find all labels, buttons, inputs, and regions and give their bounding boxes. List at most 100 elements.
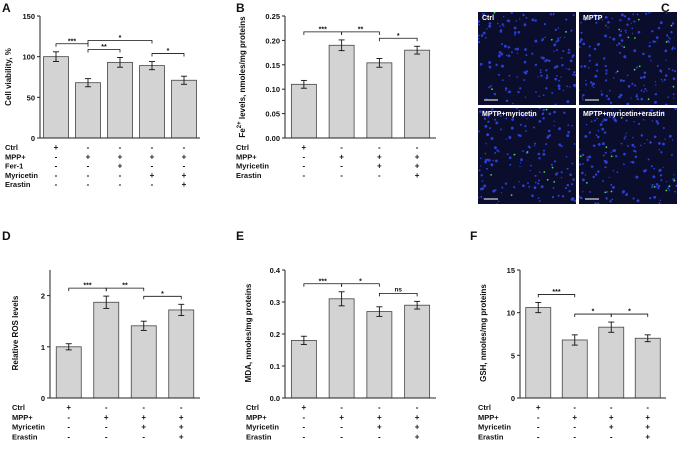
nucleus-dot: [513, 26, 517, 30]
nucleus-dot: [592, 82, 595, 86]
treatment-mark: -: [340, 423, 343, 432]
nucleus-dot: [496, 149, 499, 152]
nucleus-dot: [504, 87, 508, 90]
nucleus-dot: [553, 50, 555, 52]
nucleus-dot: [555, 40, 558, 43]
nucleus-dot: [505, 138, 508, 140]
nucleus-dot: [630, 22, 633, 24]
nucleus-dot: [607, 26, 609, 29]
y-tick-label: 0: [511, 394, 515, 403]
nucleus-dot: [481, 187, 485, 191]
treatment-mark: -: [378, 403, 381, 412]
significance-bracket: [378, 37, 418, 42]
nucleus-dot: [587, 66, 590, 69]
treatment-label: Myricetin: [246, 423, 279, 432]
nucleus-dot: [567, 124, 570, 127]
significance-bracket: [610, 313, 649, 318]
y-tick-label: 5: [511, 351, 515, 360]
nucleus-dot: [656, 64, 659, 67]
treatment-mark: +: [302, 143, 307, 152]
treatment-label: Fer-1: [5, 162, 23, 171]
nucleus-dot: [588, 55, 591, 57]
nucleus-dot: [566, 85, 568, 88]
nucleus-dot: [573, 71, 576, 74]
nucleus-dot: [526, 118, 528, 120]
treatment-mark: -: [55, 162, 58, 171]
bar: [404, 49, 431, 139]
treatment-mark: -: [151, 143, 154, 152]
nucleus-dot: [668, 134, 672, 138]
treatment-mark: +: [150, 171, 155, 180]
nucleus-dot: [592, 175, 595, 179]
nucleus-dot: [636, 98, 639, 101]
nucleus-dot: [478, 40, 481, 44]
nucleus-dot: [627, 85, 631, 88]
treatment-label: MPP+: [478, 413, 499, 422]
nucleus-dot: [492, 159, 494, 162]
treatment-mark: +: [141, 423, 146, 432]
nucleus-dot: [631, 27, 634, 30]
nucleus-dot: [564, 187, 567, 190]
nucleus-dot: [672, 46, 674, 48]
treatment-mark: -: [340, 162, 343, 171]
nucleus-dot: [645, 12, 648, 15]
nucleus-dot: [604, 79, 608, 82]
nucleus-dot: [590, 165, 594, 168]
y-tick-label: 15: [507, 266, 515, 275]
significance-label: *: [397, 33, 400, 40]
nucleus-dot: [633, 49, 637, 53]
significance-bracket: [151, 53, 185, 57]
nucleus-dot: [538, 171, 541, 173]
nucleus-dot: [552, 12, 555, 15]
nucleus-dot: [604, 118, 608, 122]
nucleus-dot: [664, 138, 666, 140]
nucleus-dot: [652, 40, 655, 43]
nucleus-dot: [534, 142, 537, 145]
nucleus-dot: [480, 174, 483, 177]
nucleus-dot: [625, 132, 627, 134]
nucleus-dot: [635, 175, 639, 179]
nucleus-dot: [660, 71, 663, 73]
nucleus-dot: [648, 55, 651, 58]
nucleus-dot: [655, 36, 659, 39]
nucleus-dot: [558, 79, 560, 82]
bar: [328, 298, 355, 399]
signal-dot: [672, 85, 675, 88]
nucleus-dot: [478, 34, 480, 37]
nucleus-dot: [553, 120, 555, 122]
treatment-mark: -: [573, 423, 576, 432]
nucleus-dot: [600, 93, 604, 96]
treatment-mark: -: [340, 403, 343, 412]
nucleus-dot: [513, 31, 517, 34]
nucleus-dot: [550, 163, 553, 166]
nucleus-dot: [595, 21, 598, 24]
nucleus-dot: [553, 43, 557, 47]
bar: [328, 44, 355, 139]
panel-letter: E: [236, 229, 244, 243]
nucleus-dot: [605, 94, 608, 98]
y-label-superscript: 2+: [237, 121, 243, 128]
nucleus-dot: [632, 197, 635, 200]
nucleus-dot: [505, 89, 507, 92]
nucleus-dot: [516, 52, 519, 54]
treatment-mark: +: [179, 413, 184, 422]
nucleus-dot: [581, 153, 585, 157]
nucleus-dot: [580, 31, 583, 34]
nucleus-dot: [546, 74, 549, 77]
treatment-mark: -: [537, 413, 540, 422]
nucleus-dot: [618, 95, 621, 99]
nucleus-dot: [528, 146, 531, 149]
nucleus-dot: [597, 202, 600, 204]
nucleus-dot: [579, 40, 582, 44]
nucleus-dot: [555, 65, 559, 68]
nucleus-dot: [500, 52, 504, 56]
nucleus-dot: [544, 36, 546, 39]
treatment-mark: -: [105, 403, 108, 412]
nucleus-dot: [632, 136, 634, 139]
treatment-label: Erastin: [478, 432, 504, 441]
nucleus-dot: [620, 30, 623, 33]
signal-dot: [638, 65, 641, 68]
nucleus-dot: [483, 117, 487, 120]
nucleus-dot: [642, 118, 645, 121]
treatment-mark: -: [340, 171, 343, 180]
